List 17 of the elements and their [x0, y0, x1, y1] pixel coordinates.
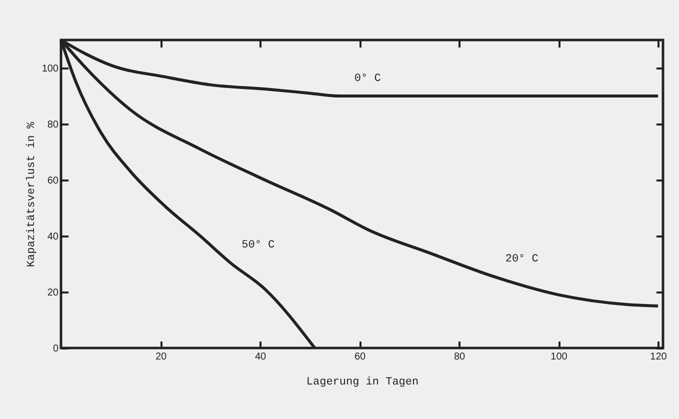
- x-tick-label: 80: [454, 352, 466, 362]
- y-tick-label: 20: [47, 288, 59, 298]
- y-tick-label: 0: [52, 344, 59, 354]
- y-tick-label: 80: [47, 120, 59, 130]
- x-tick-label: 40: [254, 352, 267, 362]
- x-axis-title: Lagerung in Tagen: [306, 376, 419, 388]
- x-tick-label: 60: [354, 352, 366, 362]
- series-label: 0° C: [354, 73, 382, 85]
- x-tick-label: 100: [550, 352, 568, 362]
- x-tick-label: 120: [650, 352, 668, 362]
- y-tick-label: 40: [47, 232, 59, 242]
- x-tick-label: 20: [155, 352, 168, 362]
- series-label: 50° C: [242, 240, 276, 252]
- y-axis-title: Kapazitätsverlust in %: [26, 121, 38, 268]
- y-tick-label: 60: [47, 176, 59, 186]
- series-label: 20° C: [505, 254, 539, 266]
- y-tick-label: 100: [42, 64, 59, 74]
